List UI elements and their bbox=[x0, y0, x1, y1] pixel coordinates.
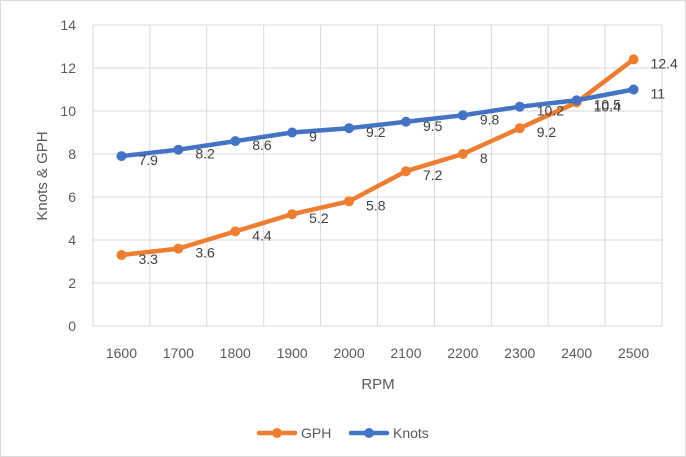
data-label-gph: 12.4 bbox=[651, 55, 678, 71]
legend-label-knots: Knots bbox=[393, 425, 429, 441]
data-labels: 3.3 3.6 4.4 5.2 5.8 7.2 8 9.2 10.4 12.4 7.9 8.2 8.6 9… bbox=[138, 55, 678, 267]
legend-label-gph: GPH bbox=[301, 425, 331, 441]
data-point-knots bbox=[230, 136, 241, 147]
x-tick-label: 1800 bbox=[220, 345, 251, 361]
x-axis-title: RPM bbox=[361, 376, 394, 393]
series-line-knots bbox=[119, 87, 636, 159]
data-label-gph: 5.8 bbox=[366, 197, 386, 213]
x-tick-label: 2100 bbox=[390, 345, 421, 361]
data-label-knots: 11 bbox=[651, 86, 666, 102]
y-axis-title: Knots & GPH bbox=[34, 131, 51, 220]
y-tick-label: 0 bbox=[68, 318, 76, 334]
series-line-gph bbox=[119, 57, 636, 258]
y-axis-ticks: 0 2 4 6 8 10 12 14 bbox=[60, 17, 76, 334]
x-tick-label: 2000 bbox=[333, 345, 364, 361]
gridlines bbox=[92, 24, 663, 327]
data-label-gph: 5.2 bbox=[309, 210, 329, 226]
y-tick-label: 14 bbox=[60, 17, 76, 33]
data-label-gph: 7.2 bbox=[423, 167, 443, 183]
data-point-knots bbox=[173, 144, 184, 155]
y-tick-label: 10 bbox=[60, 103, 76, 119]
data-label-gph: 9.2 bbox=[537, 124, 557, 140]
data-label-knots: 9.8 bbox=[480, 111, 500, 127]
data-label-knots: 8.2 bbox=[195, 146, 215, 162]
data-label-gph: 8 bbox=[480, 150, 488, 166]
data-point-knots bbox=[628, 84, 639, 95]
data-label-gph: 10.4 bbox=[594, 98, 621, 114]
legend: GPH Knots bbox=[256, 425, 429, 441]
data-point-knots bbox=[571, 95, 582, 106]
y-tick-label: 8 bbox=[68, 146, 76, 162]
x-tick-label: 1600 bbox=[106, 345, 137, 361]
y-tick-label: 2 bbox=[68, 275, 76, 291]
data-label-knots: 8.6 bbox=[252, 137, 272, 153]
data-point-gph bbox=[230, 226, 241, 237]
data-point-gph bbox=[628, 54, 639, 65]
legend-marker-gph bbox=[272, 428, 282, 438]
x-axis-ticks: 1600 1700 1800 1900 2000 2100 2200 2300 2400 2500 bbox=[106, 345, 649, 361]
data-label-knots: 9.5 bbox=[423, 118, 443, 134]
data-point-knots bbox=[287, 127, 298, 138]
data-point-gph bbox=[287, 209, 298, 220]
series-lines bbox=[116, 54, 639, 261]
data-point-knots bbox=[457, 110, 468, 121]
legend-marker-knots bbox=[364, 428, 374, 438]
data-label-knots: 10.5 bbox=[594, 96, 621, 112]
x-tick-label: 1700 bbox=[163, 345, 194, 361]
data-point-gph bbox=[514, 123, 525, 134]
data-point-knots bbox=[116, 151, 127, 162]
y-tick-label: 12 bbox=[60, 60, 76, 76]
data-point-gph bbox=[457, 149, 468, 159]
data-label-knots: 9 bbox=[309, 129, 317, 145]
x-tick-label: 2200 bbox=[447, 345, 478, 361]
data-label-knots: 7.9 bbox=[138, 152, 158, 168]
data-point-gph bbox=[344, 196, 355, 207]
data-point-knots bbox=[344, 123, 355, 134]
data-point-knots bbox=[400, 116, 411, 127]
x-tick-label: 2500 bbox=[618, 345, 649, 361]
data-point-knots bbox=[514, 101, 525, 112]
data-label-gph: 3.3 bbox=[138, 251, 158, 267]
y-tick-label: 6 bbox=[68, 189, 76, 205]
y-tick-label: 4 bbox=[68, 232, 76, 248]
data-point-gph bbox=[173, 243, 184, 254]
data-point-gph bbox=[116, 250, 127, 261]
data-label-gph: 4.4 bbox=[252, 227, 272, 243]
data-label-knots: 9.2 bbox=[366, 124, 386, 140]
x-tick-label: 2400 bbox=[561, 345, 592, 361]
data-label-gph: 3.6 bbox=[195, 245, 215, 261]
data-point-gph bbox=[400, 166, 411, 177]
data-label-knots: 10.2 bbox=[537, 103, 564, 119]
x-tick-label: 1900 bbox=[277, 345, 308, 361]
x-tick-label: 2300 bbox=[504, 345, 535, 361]
